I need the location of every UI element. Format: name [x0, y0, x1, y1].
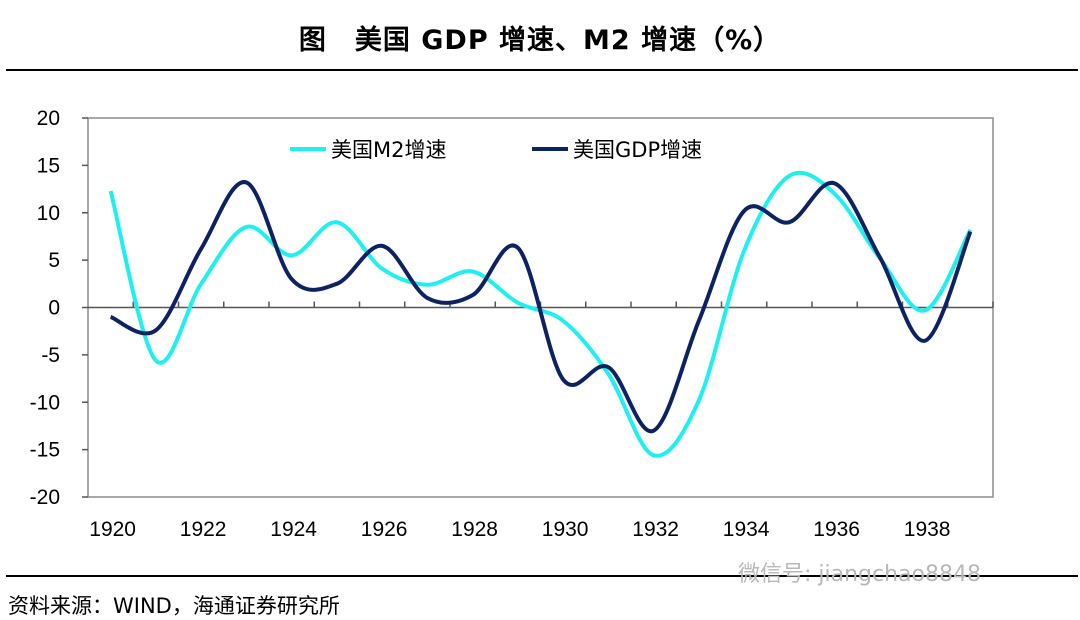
legend-label-m2: 美国M2增速: [331, 138, 446, 162]
y-tick-label: -20: [30, 486, 60, 509]
chart-title: 图 美国 GDP 增速、M2 增速（%）: [298, 25, 782, 56]
watermark: 微信号: jiangchao8848: [738, 562, 981, 587]
x-tick-label: 1926: [361, 518, 408, 541]
legend-label-gdp: 美国GDP增速: [573, 138, 702, 162]
x-tick-label: 1930: [542, 518, 589, 541]
y-tick-label: 5: [48, 249, 60, 272]
legend: 美国M2增速 美国GDP增速: [290, 138, 702, 162]
y-tick-label: 15: [37, 154, 60, 177]
y-tick-label: 20: [37, 107, 60, 130]
footer-divider: [6, 575, 1078, 577]
x-tick-label: 1936: [813, 518, 860, 541]
x-tick-label: 1922: [180, 518, 227, 541]
series-line-gdp: [109, 180, 973, 434]
x-tick-label: 1924: [270, 518, 317, 541]
y-tick-label: -5: [41, 344, 60, 367]
x-tick-label: 1934: [723, 518, 770, 541]
title-divider: [6, 69, 1078, 71]
source-note: 资料来源：WIND，海通证券研究所: [8, 594, 340, 618]
x-tick-label: 1938: [904, 518, 951, 541]
x-tick-label: 1920: [89, 518, 136, 541]
x-tick-label: 1932: [632, 518, 679, 541]
y-tick-label: -10: [30, 391, 60, 414]
y-tick-label: 0: [48, 297, 60, 320]
y-tick-label: 10: [37, 202, 60, 225]
y-tick-label: -15: [30, 439, 60, 462]
x-tick-label: 1928: [451, 518, 498, 541]
